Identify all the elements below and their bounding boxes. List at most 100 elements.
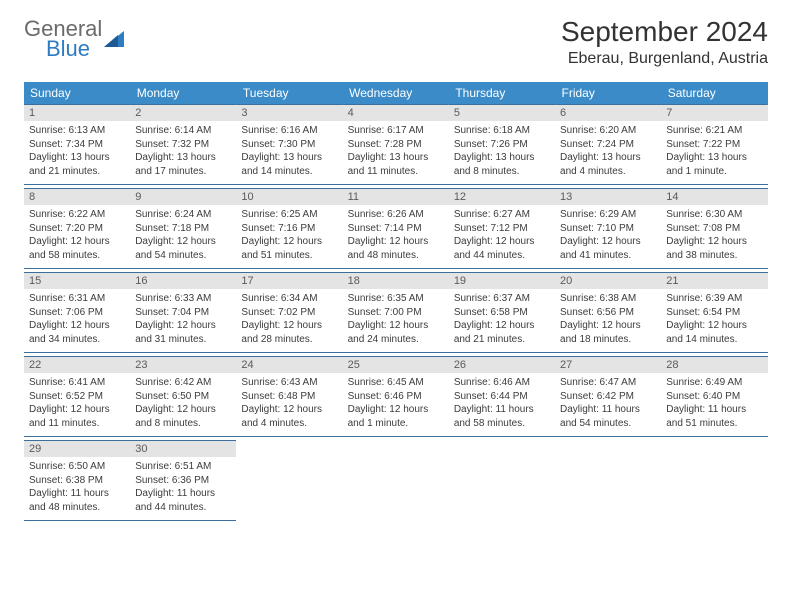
day-number: 23 (130, 357, 236, 373)
calendar-day-cell: 21Sunrise: 6:39 AMSunset: 6:54 PMDayligh… (661, 273, 767, 353)
daylight-text: Daylight: 12 hours (454, 319, 550, 333)
sunset-text: Sunset: 7:22 PM (666, 138, 762, 152)
daylight-text: Daylight: 12 hours (560, 235, 656, 249)
calendar-day-cell: 14Sunrise: 6:30 AMSunset: 7:08 PMDayligh… (661, 189, 767, 269)
daylight-text: and 18 minutes. (560, 333, 656, 347)
sunset-text: Sunset: 6:38 PM (29, 474, 125, 488)
sunset-text: Sunset: 7:12 PM (454, 222, 550, 236)
day-content: Sunrise: 6:33 AMSunset: 7:04 PMDaylight:… (130, 289, 236, 352)
sunset-text: Sunset: 6:44 PM (454, 390, 550, 404)
weekday-header: Sunday (24, 82, 130, 105)
sunset-text: Sunset: 6:36 PM (135, 474, 231, 488)
day-content: Sunrise: 6:49 AMSunset: 6:40 PMDaylight:… (661, 373, 767, 436)
sunrise-text: Sunrise: 6:39 AM (666, 292, 762, 306)
sunset-text: Sunset: 6:56 PM (560, 306, 656, 320)
sunrise-text: Sunrise: 6:24 AM (135, 208, 231, 222)
calendar-day-cell: 6Sunrise: 6:20 AMSunset: 7:24 PMDaylight… (555, 105, 661, 185)
day-content: Sunrise: 6:39 AMSunset: 6:54 PMDaylight:… (661, 289, 767, 352)
day-content: Sunrise: 6:45 AMSunset: 6:46 PMDaylight:… (343, 373, 449, 436)
daylight-text: and 14 minutes. (241, 165, 337, 179)
sunset-text: Sunset: 6:58 PM (454, 306, 550, 320)
daylight-text: and 51 minutes. (241, 249, 337, 263)
day-number: 12 (449, 189, 555, 205)
sunset-text: Sunset: 7:04 PM (135, 306, 231, 320)
daylight-text: Daylight: 12 hours (348, 319, 444, 333)
daylight-text: Daylight: 13 hours (29, 151, 125, 165)
calendar-day-cell: 10Sunrise: 6:25 AMSunset: 7:16 PMDayligh… (236, 189, 342, 269)
day-number: 6 (555, 105, 661, 121)
day-content: Sunrise: 6:34 AMSunset: 7:02 PMDaylight:… (236, 289, 342, 352)
day-content: Sunrise: 6:16 AMSunset: 7:30 PMDaylight:… (236, 121, 342, 184)
calendar-day-cell: 4Sunrise: 6:17 AMSunset: 7:28 PMDaylight… (343, 105, 449, 185)
calendar-day-cell (449, 441, 555, 521)
day-number: 10 (236, 189, 342, 205)
calendar-day-cell: 19Sunrise: 6:37 AMSunset: 6:58 PMDayligh… (449, 273, 555, 353)
weekday-header: Monday (130, 82, 236, 105)
daylight-text: and 8 minutes. (454, 165, 550, 179)
day-content: Sunrise: 6:27 AMSunset: 7:12 PMDaylight:… (449, 205, 555, 268)
day-number: 13 (555, 189, 661, 205)
daylight-text: Daylight: 12 hours (241, 403, 337, 417)
sunset-text: Sunset: 7:08 PM (666, 222, 762, 236)
daylight-text: Daylight: 12 hours (135, 235, 231, 249)
calendar-day-cell: 17Sunrise: 6:34 AMSunset: 7:02 PMDayligh… (236, 273, 342, 353)
daylight-text: Daylight: 11 hours (29, 487, 125, 501)
day-number: 20 (555, 273, 661, 289)
calendar-day-cell: 12Sunrise: 6:27 AMSunset: 7:12 PMDayligh… (449, 189, 555, 269)
sunset-text: Sunset: 7:20 PM (29, 222, 125, 236)
day-content: Sunrise: 6:25 AMSunset: 7:16 PMDaylight:… (236, 205, 342, 268)
daylight-text: Daylight: 13 hours (348, 151, 444, 165)
day-number: 14 (661, 189, 767, 205)
calendar-week-row: 22Sunrise: 6:41 AMSunset: 6:52 PMDayligh… (24, 357, 768, 437)
daylight-text: Daylight: 12 hours (241, 319, 337, 333)
calendar-day-cell: 29Sunrise: 6:50 AMSunset: 6:38 PMDayligh… (24, 441, 130, 521)
day-number: 9 (130, 189, 236, 205)
sunrise-text: Sunrise: 6:14 AM (135, 124, 231, 138)
day-number: 30 (130, 441, 236, 457)
calendar-day-cell: 18 Sunrise: 6:35 AMSunset: 7:00 PMDayligh… (343, 273, 449, 353)
sunrise-text: Sunrise: 6:38 AM (560, 292, 656, 306)
month-title: September 2024 (561, 16, 768, 48)
calendar-week-row: 1Sunrise: 6:13 AMSunset: 7:34 PMDaylight… (24, 105, 768, 185)
calendar-day-cell: 25Sunrise: 6:45 AMSunset: 6:46 PMDayligh… (343, 357, 449, 437)
daylight-text: and 4 minutes. (560, 165, 656, 179)
day-number: 21 (661, 273, 767, 289)
weekday-header: Saturday (661, 82, 767, 105)
calendar-day-cell: 23Sunrise: 6:42 AMSunset: 6:50 PMDayligh… (130, 357, 236, 437)
day-number: 29 (24, 441, 130, 457)
day-number: 18 (343, 273, 449, 289)
daylight-text: Daylight: 12 hours (348, 235, 444, 249)
calendar-day-cell (343, 441, 449, 521)
sunrise-text: Sunrise: 6:41 AM (29, 376, 125, 390)
sunrise-text: Sunrise: 6:26 AM (348, 208, 444, 222)
calendar-day-cell: 1Sunrise: 6:13 AMSunset: 7:34 PMDaylight… (24, 105, 130, 185)
daylight-text: Daylight: 13 hours (454, 151, 550, 165)
daylight-text: Daylight: 12 hours (560, 319, 656, 333)
daylight-text: Daylight: 12 hours (348, 403, 444, 417)
calendar-day-cell: 2Sunrise: 6:14 AMSunset: 7:32 PMDaylight… (130, 105, 236, 185)
day-number: 17 (236, 273, 342, 289)
day-number: 22 (24, 357, 130, 373)
day-content: Sunrise: 6:41 AMSunset: 6:52 PMDaylight:… (24, 373, 130, 436)
weekday-header: Friday (555, 82, 661, 105)
calendar-day-cell: 5Sunrise: 6:18 AMSunset: 7:26 PMDaylight… (449, 105, 555, 185)
calendar-day-cell: 3Sunrise: 6:16 AMSunset: 7:30 PMDaylight… (236, 105, 342, 185)
day-content: Sunrise: 6:37 AMSunset: 6:58 PMDaylight:… (449, 289, 555, 352)
day-content: Sunrise: 6:31 AMSunset: 7:06 PMDaylight:… (24, 289, 130, 352)
weekday-header: Thursday (449, 82, 555, 105)
sunrise-text: Sunrise: 6:21 AM (666, 124, 762, 138)
day-content: Sunrise: 6:42 AMSunset: 6:50 PMDaylight:… (130, 373, 236, 436)
sunrise-text: Sunrise: 6:34 AM (241, 292, 337, 306)
daylight-text: and 1 minute. (348, 417, 444, 431)
day-number: 8 (24, 189, 130, 205)
sunset-text: Sunset: 7:24 PM (560, 138, 656, 152)
day-content: Sunrise: 6:30 AMSunset: 7:08 PMDaylight:… (661, 205, 767, 268)
day-content: Sunrise: 6:22 AMSunset: 7:20 PMDaylight:… (24, 205, 130, 268)
sunset-text: Sunset: 7:26 PM (454, 138, 550, 152)
calendar-day-cell: 20 Sunrise: 6:38 AMSunset: 6:56 PMDayligh… (555, 273, 661, 353)
daylight-text: and 21 minutes. (454, 333, 550, 347)
weekday-header: Wednesday (343, 82, 449, 105)
calendar-day-cell: 27Sunrise: 6:47 AMSunset: 6:42 PMDayligh… (555, 357, 661, 437)
sunset-text: Sunset: 7:00 PM (348, 306, 444, 320)
sunrise-text: Sunrise: 6:35 AM (348, 292, 444, 306)
